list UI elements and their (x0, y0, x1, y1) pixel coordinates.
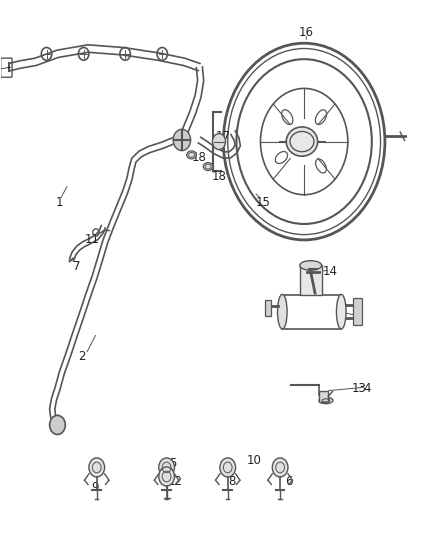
Circle shape (159, 458, 174, 477)
Circle shape (212, 134, 226, 150)
Text: 3: 3 (355, 311, 362, 324)
Text: 11: 11 (85, 233, 100, 246)
Text: 7: 7 (73, 260, 81, 273)
Text: 8: 8 (228, 475, 236, 488)
Circle shape (272, 458, 288, 477)
Ellipse shape (336, 294, 346, 329)
Text: 18: 18 (212, 169, 226, 183)
Bar (300, 265, 321, 295)
Bar (318, 391, 328, 402)
Text: 16: 16 (299, 26, 314, 39)
Ellipse shape (319, 397, 333, 403)
Circle shape (220, 458, 236, 477)
Ellipse shape (278, 294, 287, 329)
Circle shape (89, 458, 105, 477)
Circle shape (49, 415, 65, 434)
Text: 15: 15 (255, 196, 270, 209)
Text: 6: 6 (285, 475, 293, 488)
Text: 2: 2 (78, 350, 85, 364)
Text: 9: 9 (91, 481, 98, 494)
Circle shape (173, 130, 191, 151)
Text: 10: 10 (247, 454, 261, 467)
Text: 18: 18 (192, 151, 207, 164)
Ellipse shape (187, 151, 196, 159)
Text: 12: 12 (168, 475, 183, 488)
Text: 1: 1 (56, 196, 64, 209)
Text: 13: 13 (351, 382, 366, 395)
Ellipse shape (300, 261, 321, 270)
Circle shape (159, 467, 174, 486)
Ellipse shape (286, 127, 318, 156)
Text: 4: 4 (364, 382, 371, 395)
Text: 17: 17 (216, 130, 231, 143)
Ellipse shape (203, 163, 213, 171)
Text: 5: 5 (170, 457, 177, 470)
Text: 14: 14 (323, 265, 338, 278)
Bar (353, 298, 362, 325)
Bar (265, 300, 272, 316)
